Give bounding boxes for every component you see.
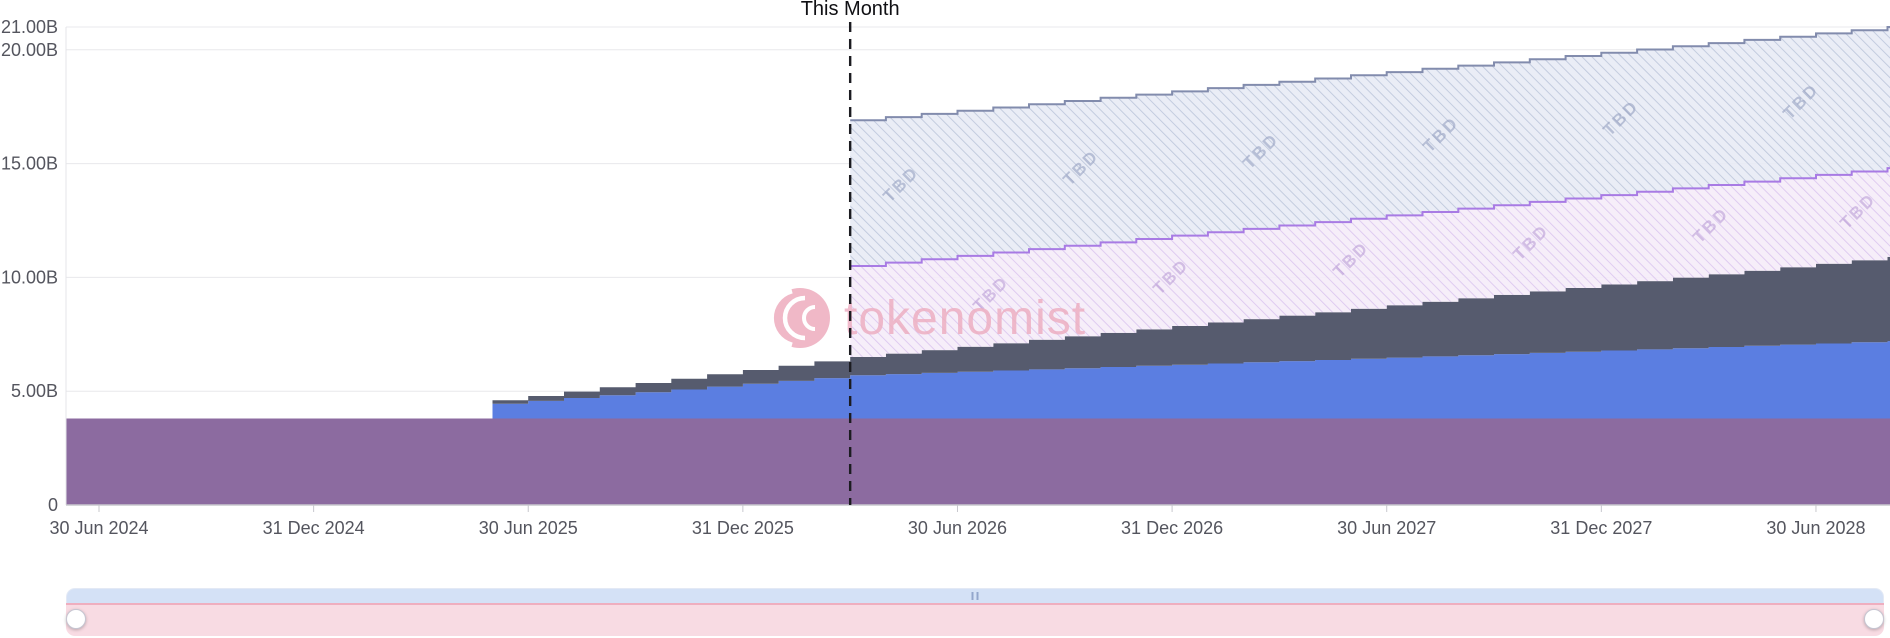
this-month-label: This Month xyxy=(801,0,900,20)
tokenomist-watermark: tokenomist xyxy=(768,288,1086,348)
chart-areas xyxy=(66,26,1890,505)
x-tick-label: 30 Jun 2026 xyxy=(908,518,1007,538)
axes: 0 5.00B 10.00B 15.00B 20.00B 21.00B 30 Jun 202… xyxy=(1,17,1890,538)
x-tick-label: 30 Jun 2024 xyxy=(49,518,148,538)
this-month-marker: This Month xyxy=(801,0,900,505)
area-band-purple xyxy=(66,418,1890,505)
area-band-slate xyxy=(66,256,1890,419)
x-tick-label: 30 Jun 2027 xyxy=(1337,518,1436,538)
slider-move-handle-icon[interactable] xyxy=(971,592,979,600)
slider-scroll-track[interactable] xyxy=(66,588,1884,603)
x-tick-label: 30 Jun 2025 xyxy=(479,518,578,538)
tokenomist-logo-icon xyxy=(768,288,830,348)
y-tick-label: 5.00B xyxy=(11,381,58,401)
area-band-blue xyxy=(66,341,1890,419)
tbd-upper-boundary-line xyxy=(850,26,1890,122)
timeline-zoom-slider[interactable] xyxy=(66,588,1884,636)
x-tick-label: 31 Dec 2026 xyxy=(1121,518,1223,538)
slider-right-handle[interactable] xyxy=(1864,609,1884,629)
area-tbd-lower xyxy=(850,168,1890,357)
y-tick-label: 0 xyxy=(48,495,58,515)
slider-left-handle[interactable] xyxy=(66,609,86,629)
x-tick-label: 30 Jun 2028 xyxy=(1766,518,1865,538)
tbd-lower-boundary-line xyxy=(850,167,1890,267)
y-tick-label: 15.00B xyxy=(1,154,58,174)
slider-data-preview[interactable] xyxy=(66,603,1884,636)
y-tick-label: 20.00B xyxy=(1,40,58,60)
area-tbd-upper xyxy=(850,27,1890,266)
y-tick-label: 10.00B xyxy=(1,267,58,287)
x-tick-label: 31 Dec 2025 xyxy=(692,518,794,538)
x-tick-label: 31 Dec 2024 xyxy=(263,518,365,538)
x-tick-label: 31 Dec 2027 xyxy=(1550,518,1652,538)
y-tick-label: 21.00B xyxy=(1,17,58,37)
watermark-text: tokenomist xyxy=(844,292,1086,345)
